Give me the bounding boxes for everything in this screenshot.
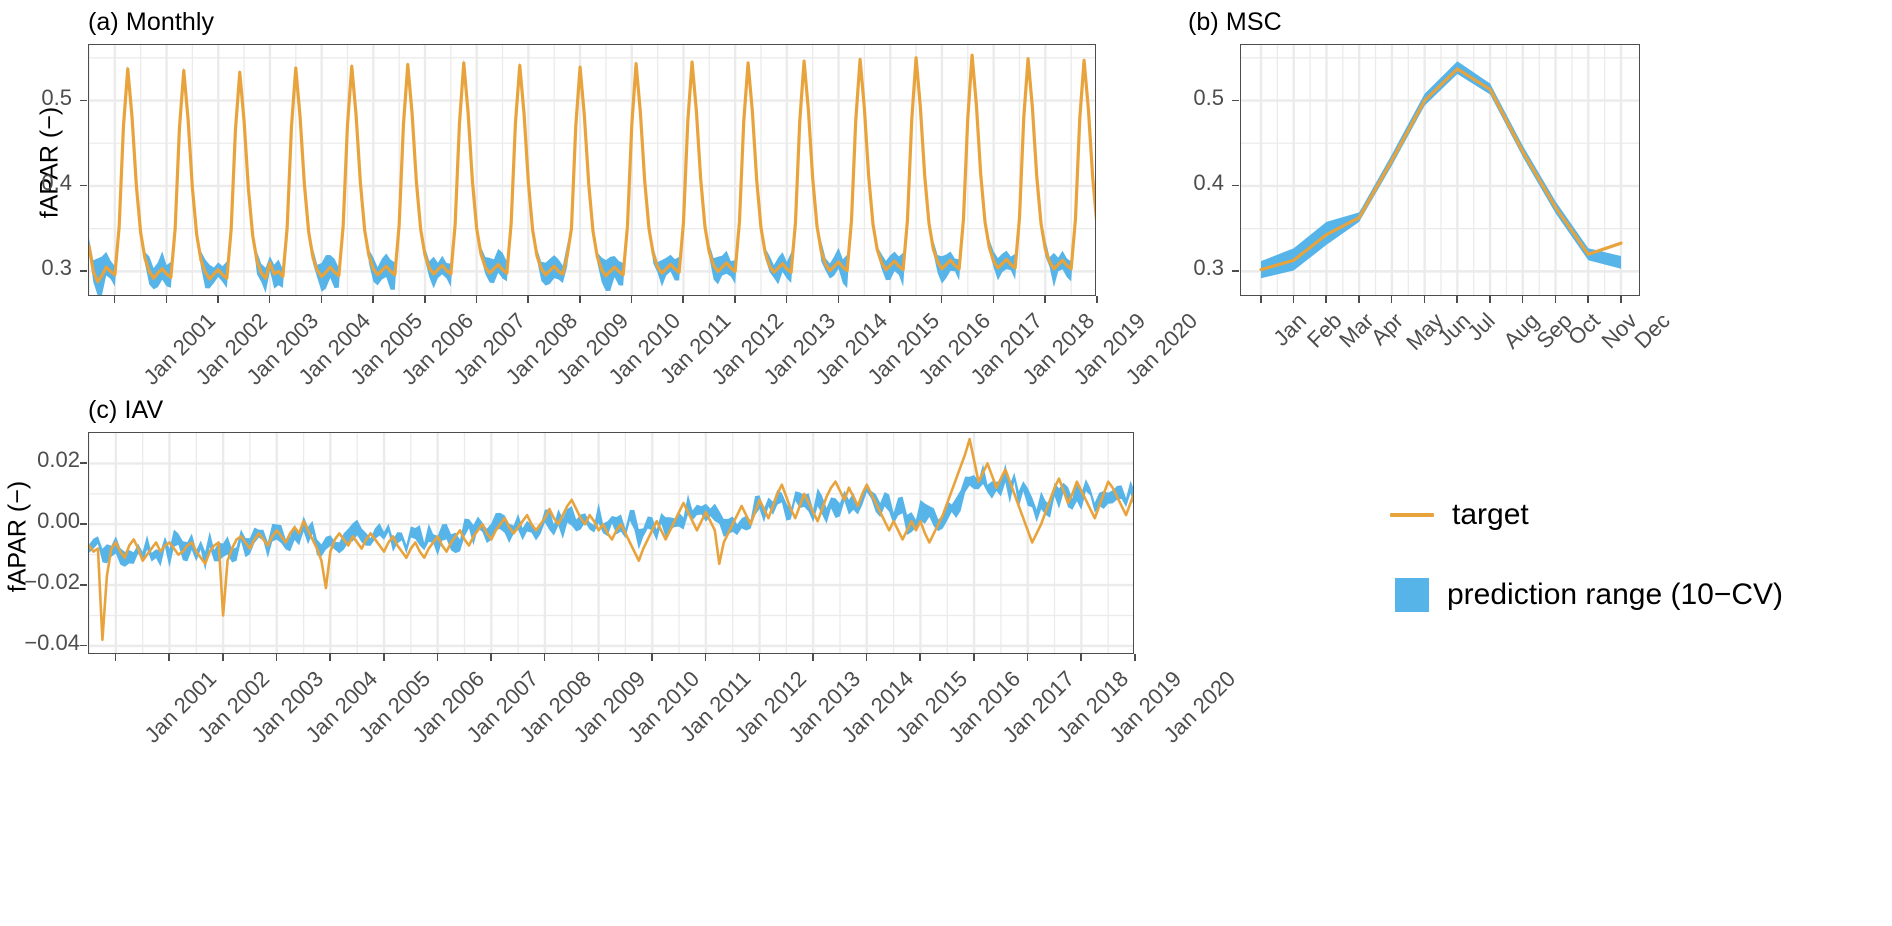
panel-c-x-tick-mark — [329, 654, 331, 661]
legend-label-prediction-range: prediction range (10−CV) — [1447, 578, 1784, 611]
panel-a-plot-area — [88, 44, 1096, 296]
panel-c-y-tick-mark — [80, 644, 87, 647]
panel-c-x-tick-mark — [222, 654, 224, 661]
panel-b-x-tick-mark — [1390, 296, 1393, 303]
panel-c-x-tick-mark — [436, 654, 439, 661]
panel-c-x-tick-mark — [758, 654, 760, 661]
panel-b-x-tick-mark — [1358, 296, 1360, 303]
panel-a-x-tick-mark — [1096, 296, 1098, 303]
legend-line-icon — [1390, 513, 1434, 517]
panel-a-x-tick-mark — [217, 296, 219, 303]
panel-c-y-tick-mark — [80, 523, 87, 525]
panel-b-x-tick-label: Oct — [1562, 308, 1605, 350]
panel-a-x-tick-mark — [424, 296, 426, 303]
panel-b-x-tick-mark — [1620, 296, 1622, 303]
panel-a-y-tick-label: 0.3 — [41, 255, 72, 281]
panel-c-x-tick-mark — [1026, 654, 1029, 661]
panel-c-x-tick-mark — [275, 654, 278, 661]
panel-c-y-tick-label: −0.02 — [24, 569, 80, 595]
panel-b-title: (b) MSC — [1188, 8, 1282, 36]
panel-a-x-tick-mark — [268, 296, 271, 303]
panel-c-y-tick-mark — [80, 584, 87, 586]
panel-b-y-tick-label: 0.4 — [1193, 169, 1224, 195]
panel-a-x-tick-mark — [372, 296, 374, 303]
panel-c-x-tick-mark — [543, 654, 546, 661]
panel-a-x-tick-mark — [682, 296, 684, 303]
panel-b-y-tick-mark — [1232, 99, 1239, 102]
panel-a-x-tick-mark — [579, 296, 581, 303]
panel-b-x-tick-label: Apr — [1366, 308, 1409, 350]
panel-a-x-tick-mark — [320, 296, 323, 303]
panel-c-x-tick-mark — [919, 654, 921, 661]
panel-a-y-tick-label: 0.4 — [41, 169, 72, 195]
panel-c-x-tick-mark — [114, 654, 117, 661]
panel-a-x-tick-mark — [527, 296, 529, 303]
panel-b-x-tick-mark — [1554, 296, 1557, 303]
panel-a-y-tick-mark — [80, 270, 87, 272]
panel-a-x-tick-mark — [734, 296, 736, 303]
panel-c-x-tick-mark — [490, 654, 492, 661]
panel-c-y-tick-label: −0.04 — [24, 629, 80, 655]
panel-c-title: (c) IAV — [88, 396, 164, 424]
panel-a-y-tick-mark — [80, 184, 87, 187]
panel-b-x-tick-mark — [1292, 296, 1295, 303]
panel-b-x-tick-mark — [1489, 296, 1491, 303]
panel-a-title: (a) Monthly — [88, 8, 215, 36]
panel-c-x-tick-mark — [168, 654, 170, 661]
panel-b-x-tick-mark — [1456, 296, 1458, 303]
panel-c-y-tick-label: 0.02 — [37, 447, 80, 473]
panel-b-x-tick-mark — [1521, 296, 1524, 303]
legend-item-prediction-range: prediction range (10−CV) — [1390, 578, 1783, 612]
panel-a-x-tick-mark — [785, 296, 788, 303]
panel-b-y-tick-mark — [1232, 270, 1239, 272]
panel-b-y-tick-label: 0.5 — [1193, 84, 1224, 110]
panel-c-x-tick-mark — [651, 654, 653, 661]
panel-b-y-tick-mark — [1232, 184, 1239, 187]
panel-c-x-tick-mark — [704, 654, 707, 661]
panel-c-x-tick-mark — [1134, 654, 1136, 661]
panel-b-plot-area — [1240, 44, 1640, 296]
legend-item-target: target — [1390, 498, 1529, 532]
panel-c-y-tick-label: 0.00 — [37, 508, 80, 534]
panel-a-x-tick-mark — [630, 296, 633, 303]
panel-a-x-tick-mark — [837, 296, 840, 303]
panel-a-y-tick-mark — [80, 99, 87, 102]
panel-c-x-tick-mark — [1080, 654, 1082, 661]
legend-label-target: target — [1452, 498, 1529, 531]
panel-c-x-tick-mark — [383, 654, 385, 661]
panel-a-y-tick-label: 0.5 — [41, 84, 72, 110]
panel-b-x-tick-mark — [1325, 296, 1327, 303]
panel-c-plot-area — [88, 432, 1134, 654]
legend: target prediction range (10−CV) — [1390, 480, 1870, 640]
panel-c-x-tick-mark — [865, 654, 868, 661]
panel-c-y-tick-mark — [80, 462, 87, 464]
legend-swatch-icon — [1395, 578, 1429, 612]
panel-b-x-tick-mark — [1587, 296, 1589, 303]
panel-b-x-tick-mark — [1423, 296, 1426, 303]
panel-b-x-tick-label: Jul — [1462, 308, 1501, 346]
panel-a-x-tick-mark — [889, 296, 891, 303]
panel-b-x-tick-mark — [1260, 296, 1262, 303]
panel-b-y-tick-label: 0.3 — [1193, 255, 1224, 281]
panel-a-x-tick-mark — [940, 296, 943, 303]
panel-a-x-tick-mark — [475, 296, 478, 303]
panel-c-y-axis-label: fAPAR (−) — [3, 480, 32, 593]
panel-c-x-tick-mark — [812, 654, 814, 661]
panel-c-x-tick-mark — [597, 654, 600, 661]
panel-a-x-tick-mark — [113, 296, 116, 303]
panel-a-x-tick-mark — [1044, 296, 1046, 303]
panel-a-x-tick-mark — [992, 296, 995, 303]
panel-a-x-tick-mark — [165, 296, 168, 303]
panel-b-x-tick-label: Dec — [1629, 308, 1675, 354]
panel-c-x-tick-mark — [973, 654, 975, 661]
